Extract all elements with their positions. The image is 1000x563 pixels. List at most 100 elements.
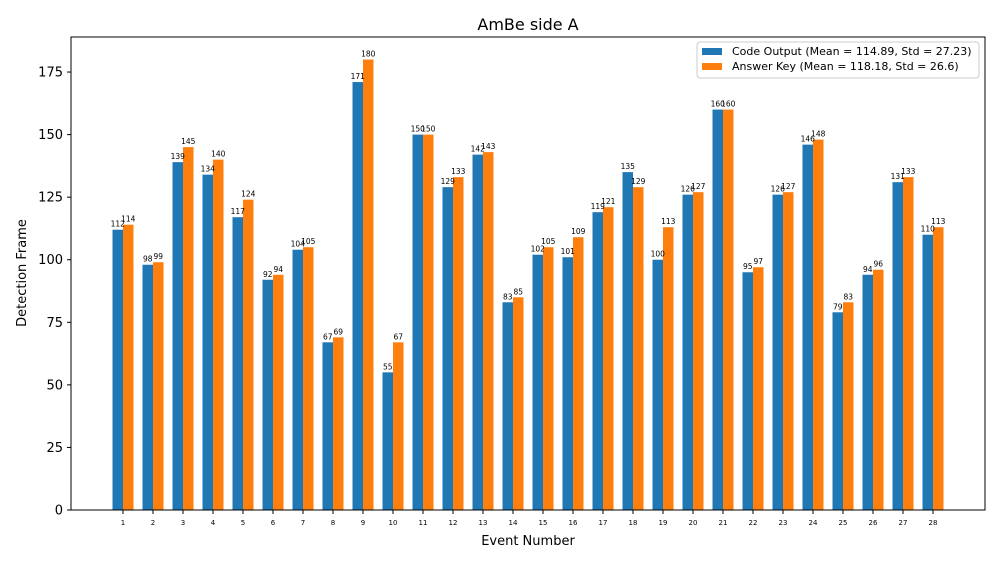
legend-label-2: Answer Key (Mean = 118.18, Std = 26.6)	[732, 60, 959, 73]
bar-s1-23	[772, 194, 783, 510]
data-label-s2-4: 140	[211, 150, 226, 159]
y-tick-label-100: 100	[38, 253, 63, 268]
data-label-s2-23: 127	[781, 182, 796, 191]
x-tick-label-12: 12	[449, 519, 458, 527]
data-label-s2-11: 150	[421, 125, 436, 134]
bar-s1-3	[172, 162, 183, 511]
bar-s2-7	[303, 247, 314, 510]
data-label-s1-8: 67	[323, 332, 333, 341]
data-label-s1-5: 117	[231, 207, 246, 216]
data-label-s1-16: 101	[561, 247, 576, 256]
bar-s2-14	[513, 297, 524, 510]
data-label-s2-17: 121	[601, 197, 616, 206]
bar-s1-27	[892, 182, 903, 510]
y-tick-label-0: 0	[55, 504, 63, 519]
x-tick-label-6: 6	[271, 519, 276, 527]
y-tick-label-175: 175	[38, 66, 63, 81]
x-tick-label-11: 11	[419, 519, 428, 527]
data-label-s2-14: 85	[513, 287, 523, 296]
x-tick-label-7: 7	[301, 519, 305, 527]
bar-s1-4	[202, 174, 213, 510]
data-label-s1-2: 98	[143, 255, 153, 264]
data-label-s2-6: 94	[273, 265, 283, 274]
legend-swatch-1	[702, 48, 722, 55]
bar-s2-9	[363, 59, 374, 511]
x-tick-label-13: 13	[479, 519, 488, 527]
bar-s2-28	[933, 227, 944, 511]
legend-swatch-2	[702, 63, 722, 70]
data-label-s2-1: 114	[121, 215, 136, 224]
bar-s2-2	[153, 262, 164, 510]
x-tick-label-18: 18	[629, 519, 638, 527]
data-label-s2-25: 83	[843, 292, 853, 301]
bar-s2-12	[453, 177, 464, 511]
data-label-s1-10: 55	[383, 362, 393, 371]
x-tick-label-27: 27	[899, 519, 908, 527]
bar-s1-8	[322, 342, 333, 510]
x-tick-label-15: 15	[539, 519, 548, 527]
bar-s1-13	[472, 154, 483, 511]
data-label-s1-23: 126	[771, 185, 786, 194]
plot-frame	[70, 36, 986, 511]
y-tick-label-25: 25	[46, 441, 63, 456]
bar-s2-11	[423, 134, 434, 510]
x-tick-label-26: 26	[869, 519, 878, 527]
x-tick-label-19: 19	[659, 519, 668, 527]
data-label-s1-19: 100	[651, 250, 666, 259]
x-tick-label-21: 21	[719, 519, 728, 527]
data-label-s2-24: 148	[811, 130, 826, 139]
data-label-s1-15: 102	[531, 245, 546, 254]
x-tick-label-22: 22	[749, 519, 758, 527]
x-tick-label-14: 14	[509, 519, 518, 527]
data-label-s2-8: 69	[333, 327, 343, 336]
bar-s2-13	[483, 152, 494, 510]
x-tick-label-5: 5	[241, 519, 245, 527]
bar-s2-1	[123, 224, 134, 510]
y-tick-label-125: 125	[38, 191, 63, 206]
bar-s1-5	[232, 217, 243, 510]
x-tick-label-17: 17	[599, 519, 608, 527]
y-tick-label-150: 150	[38, 128, 63, 143]
bar-s2-27	[903, 177, 914, 511]
bar-s2-8	[333, 337, 344, 510]
data-label-s1-6: 92	[263, 270, 273, 279]
data-label-s2-26: 96	[873, 260, 883, 269]
bar-s2-10	[393, 342, 404, 510]
bar-s1-26	[862, 274, 873, 510]
bar-s1-6	[262, 279, 273, 510]
legend-box	[696, 41, 980, 79]
data-label-s1-18: 135	[621, 162, 636, 171]
bar-s2-20	[693, 192, 704, 511]
bar-s2-26	[873, 269, 884, 510]
bar-s1-25	[832, 312, 843, 510]
data-label-s2-20: 127	[691, 182, 706, 191]
bar-s2-21	[723, 109, 734, 510]
x-axis-label: Event Number	[481, 534, 575, 549]
data-label-s1-25: 79	[833, 302, 843, 311]
x-tick-label-8: 8	[331, 519, 335, 527]
x-tick-label-1: 1	[121, 519, 125, 527]
data-label-s2-3: 145	[181, 137, 196, 146]
data-label-s1-26: 94	[863, 265, 873, 274]
data-label-s2-2: 99	[153, 252, 163, 261]
data-label-s2-9: 180	[361, 50, 376, 59]
data-label-s2-27: 133	[901, 167, 916, 176]
bar-s1-24	[802, 144, 813, 510]
bar-s2-3	[183, 147, 194, 511]
data-label-s1-13: 142	[471, 145, 486, 154]
bar-s1-28	[922, 234, 933, 511]
data-label-s2-7: 105	[301, 237, 316, 246]
bar-s1-22	[742, 272, 753, 510]
bar-s1-2	[142, 264, 153, 510]
data-label-s1-11: 150	[411, 125, 426, 134]
x-tick-label-4: 4	[211, 519, 216, 527]
data-label-s2-19: 113	[661, 217, 676, 226]
bar-s2-19	[663, 227, 674, 511]
data-label-s1-7: 104	[291, 240, 306, 249]
x-tick-label-10: 10	[389, 519, 398, 527]
x-tick-label-9: 9	[361, 519, 365, 527]
bar-s1-14	[502, 302, 513, 510]
y-axis-label: Detection Frame	[15, 219, 30, 327]
bar-s2-18	[633, 187, 644, 510]
bar-s1-1	[112, 229, 123, 510]
